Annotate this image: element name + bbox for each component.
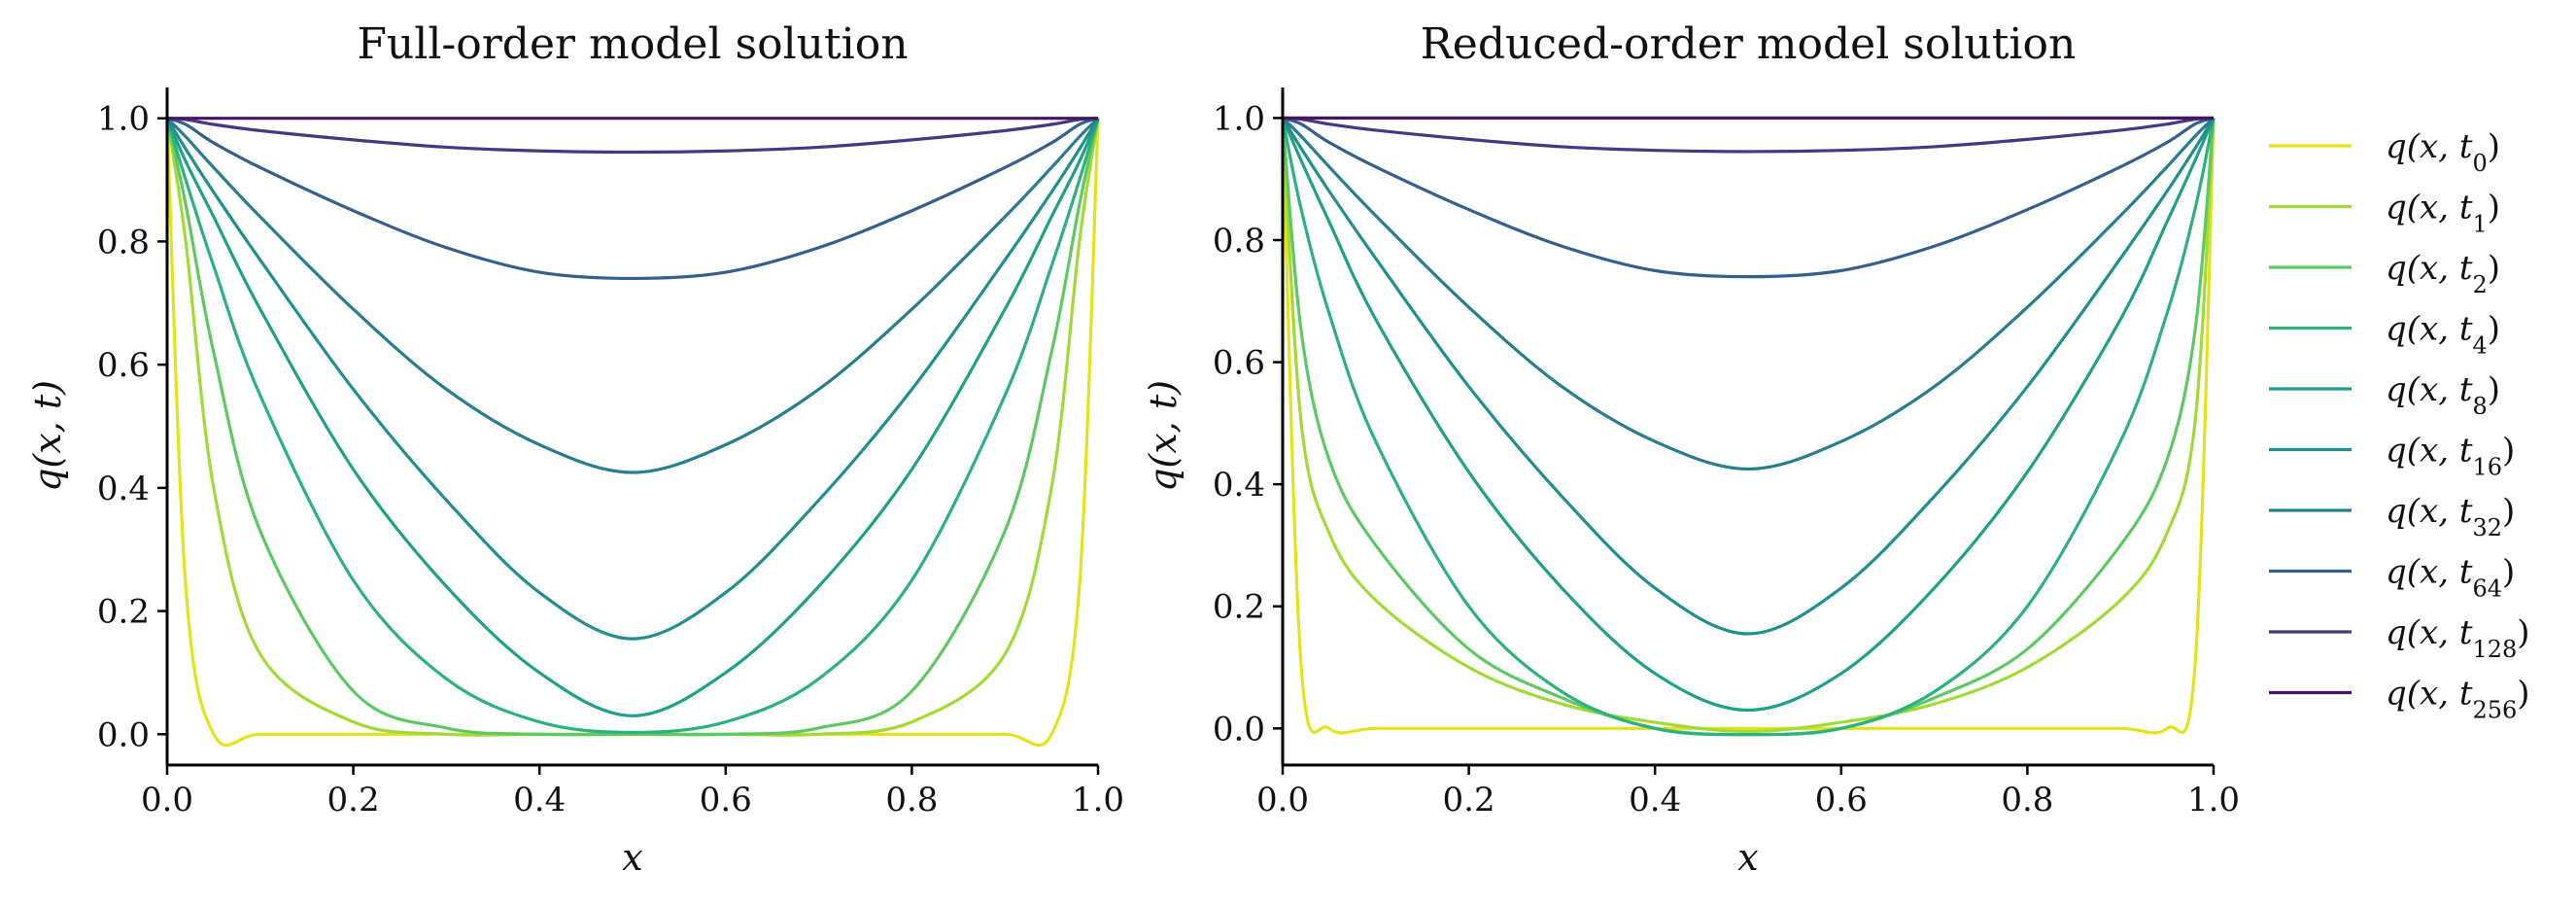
legend-label: q(x, t16) — [2386, 432, 2515, 481]
series-line-t64 — [1282, 116, 2215, 279]
legend-label: q(x, t2) — [2386, 249, 2500, 298]
series-line-t4 — [1281, 118, 2215, 737]
y-axis-label: q(x, t) — [1142, 380, 1185, 492]
legend-label: q(x, t128) — [2386, 613, 2530, 663]
y-tick-label: 0.2 — [1213, 588, 1265, 627]
y-tick-label: 1.0 — [1213, 99, 1265, 138]
series-line-t32 — [165, 117, 1100, 474]
y-tick-label: 0.8 — [1213, 222, 1265, 261]
legend-label: q(x, t1) — [2386, 189, 2500, 238]
x-tick-label: 0.2 — [1443, 781, 1495, 819]
y-tick-label: 0.2 — [97, 593, 150, 632]
legend-label: q(x, t8) — [2386, 370, 2500, 420]
series-line-t32 — [1281, 117, 2215, 471]
x-tick-label: 0.6 — [700, 781, 752, 819]
series-line-t16 — [165, 117, 1100, 641]
series-line-t8 — [1281, 117, 2215, 713]
series-line-t128 — [1282, 116, 2215, 154]
series-line-t16 — [1281, 117, 2215, 636]
legend-label: q(x, t64) — [2386, 553, 2515, 603]
y-tick-label: 0.8 — [97, 223, 150, 261]
x-tick-label: 0.8 — [2001, 781, 2053, 819]
panel-reduced-order: 0.0 0.2 0.4 0.6 0.8 1.0 0.0 0.2 0.4 0.6 0.8 1.0 Redu… — [1142, 19, 2240, 879]
x-tick-label: 0.8 — [885, 781, 938, 819]
y-tick-label: 0.0 — [97, 715, 150, 754]
legend-label: q(x, t32) — [2386, 492, 2515, 541]
series-line-t2 — [1281, 118, 2215, 737]
legend-label: q(x, t0) — [2386, 127, 2500, 177]
panel-full-order: 0.0 0.2 0.4 0.6 0.8 1.0 0.0 0.2 0.4 0.6 0.8 1.0 Full… — [26, 19, 1124, 879]
legend: q(x, t0) q(x, t1) q(x, t2) q(x, t4) q(x, t8)… — [2269, 127, 2530, 724]
series-line-t4 — [165, 118, 1100, 735]
chart-title: Full-order model solution — [357, 19, 908, 69]
y-tick-label: 0.6 — [97, 346, 150, 385]
y-tick-label: 0.6 — [1213, 344, 1265, 383]
x-tick-label: 0.0 — [1256, 781, 1309, 819]
y-tick-label: 1.0 — [97, 100, 150, 139]
series-line-t64 — [166, 117, 1099, 281]
x-tick-label: 0.6 — [1815, 781, 1868, 819]
series-line-t1 — [165, 118, 1100, 737]
y-tick-label: 0.0 — [1213, 710, 1265, 749]
x-axis-label: x — [622, 836, 642, 879]
x-tick-label: 0.4 — [513, 781, 566, 819]
series-line-t128 — [166, 117, 1099, 155]
series-line-t0 — [165, 118, 1100, 748]
series-line-t0 — [1281, 118, 2215, 735]
chart-title: Reduced-order model solution — [1421, 19, 2077, 69]
y-tick-label: 0.4 — [1213, 466, 1265, 505]
x-tick-label: 0.2 — [327, 781, 380, 819]
legend-label: q(x, t4) — [2386, 310, 2500, 360]
x-tick-label: 0.0 — [141, 781, 193, 819]
y-tick-label: 0.4 — [97, 470, 150, 508]
legend-label: q(x, t256) — [2386, 675, 2530, 724]
y-axis-label: q(x, t) — [26, 380, 69, 492]
x-axis-label: x — [1737, 836, 1758, 879]
x-tick-label: 0.4 — [1629, 781, 1681, 819]
series-line-t8 — [165, 118, 1100, 717]
x-tick-label: 1.0 — [1072, 781, 1124, 819]
series-line-t2 — [165, 118, 1100, 737]
series-line-t1 — [1281, 118, 2215, 734]
x-tick-label: 1.0 — [2187, 781, 2240, 819]
